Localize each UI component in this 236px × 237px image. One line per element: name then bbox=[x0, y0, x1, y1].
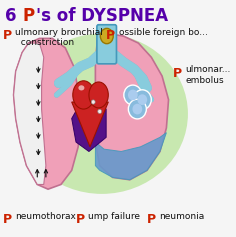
Ellipse shape bbox=[89, 82, 108, 108]
Text: P: P bbox=[106, 29, 115, 42]
Ellipse shape bbox=[73, 81, 94, 109]
Text: neumothorax: neumothorax bbox=[15, 212, 76, 221]
Polygon shape bbox=[72, 100, 106, 151]
Text: ulmonary bronchial
  constriction: ulmonary bronchial constriction bbox=[15, 28, 103, 47]
Text: ump failure: ump failure bbox=[88, 212, 140, 221]
Text: P: P bbox=[147, 213, 156, 226]
Ellipse shape bbox=[132, 104, 142, 114]
Text: P: P bbox=[173, 67, 182, 80]
Polygon shape bbox=[72, 102, 108, 147]
Ellipse shape bbox=[98, 109, 102, 114]
Ellipse shape bbox=[16, 34, 188, 194]
Text: P: P bbox=[3, 29, 12, 42]
Ellipse shape bbox=[133, 90, 151, 109]
Polygon shape bbox=[95, 34, 169, 180]
Ellipse shape bbox=[128, 99, 146, 119]
FancyBboxPatch shape bbox=[97, 25, 117, 64]
Text: ulmonar...
embolus: ulmonar... embolus bbox=[185, 65, 231, 85]
Text: ossible foreign bo...: ossible foreign bo... bbox=[119, 28, 207, 37]
Ellipse shape bbox=[128, 90, 138, 100]
Ellipse shape bbox=[100, 28, 113, 44]
Text: 's of DYSPNEA: 's of DYSPNEA bbox=[36, 7, 168, 25]
Polygon shape bbox=[14, 43, 46, 184]
Text: P: P bbox=[22, 7, 34, 25]
Text: P: P bbox=[76, 213, 85, 226]
Ellipse shape bbox=[124, 85, 142, 105]
Ellipse shape bbox=[137, 94, 147, 105]
Text: P: P bbox=[3, 213, 12, 226]
Text: 6: 6 bbox=[5, 7, 22, 25]
Polygon shape bbox=[95, 133, 166, 180]
Polygon shape bbox=[14, 38, 80, 189]
Text: neumonia: neumonia bbox=[160, 212, 205, 221]
Ellipse shape bbox=[78, 85, 84, 91]
Ellipse shape bbox=[91, 100, 95, 104]
